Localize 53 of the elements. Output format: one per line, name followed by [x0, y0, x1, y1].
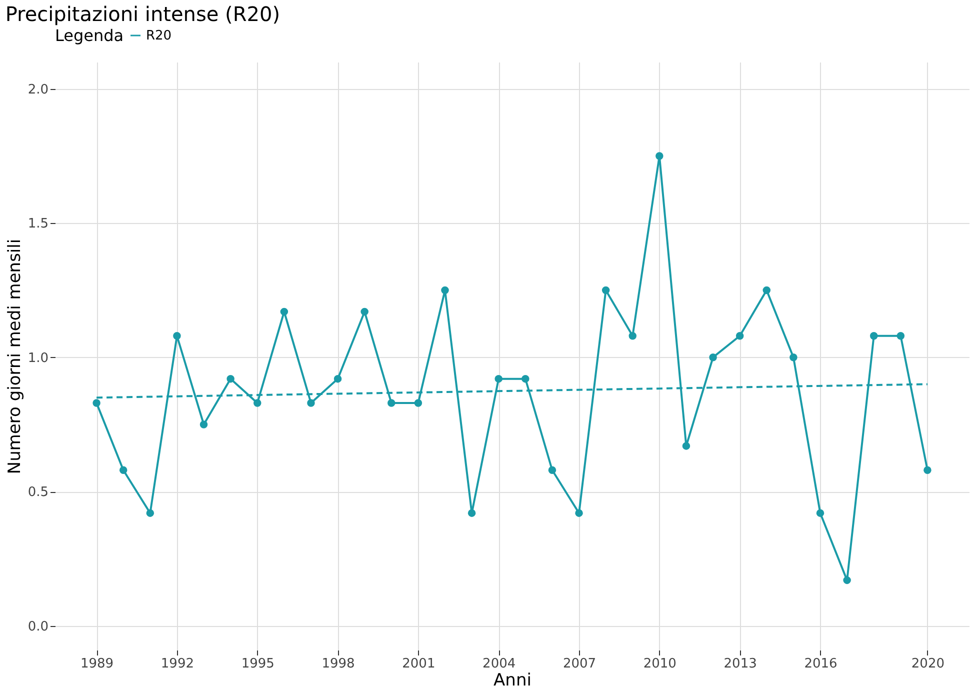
point — [307, 399, 315, 407]
x-tick-label: 1989 — [80, 656, 114, 672]
point — [736, 332, 744, 340]
point — [468, 509, 476, 517]
point — [200, 420, 208, 428]
point — [119, 466, 128, 474]
x-tick-label: 2010 — [643, 656, 676, 672]
x-tick-label: 2004 — [482, 656, 516, 672]
chart-title: Precipitazioni intense (R20) — [5, 2, 280, 26]
x-tick-label: 1995 — [241, 656, 274, 672]
point — [494, 374, 502, 383]
y-tick-label: 1.0 — [28, 350, 48, 366]
point — [360, 308, 368, 316]
x-axis-title: Anni — [494, 670, 532, 690]
point — [441, 286, 449, 294]
x-tick-label: 2001 — [402, 656, 436, 672]
point — [548, 466, 556, 474]
x-tick-label: 1992 — [160, 656, 194, 672]
point — [226, 374, 234, 383]
point — [762, 286, 771, 294]
point — [870, 332, 878, 340]
point — [602, 286, 610, 294]
x-tick-label: 2013 — [724, 656, 757, 672]
x-tick-label: 2020 — [911, 656, 944, 672]
point — [790, 353, 798, 362]
legend-label: R20 — [146, 28, 172, 44]
point — [414, 399, 422, 407]
point — [816, 509, 824, 517]
y-tick-label: 0.5 — [28, 485, 48, 500]
y-tick-label: 1.5 — [28, 216, 48, 232]
y-tick-label: 2.0 — [28, 82, 48, 98]
x-tick-label: 2007 — [562, 656, 596, 672]
point — [388, 399, 396, 407]
y-tick-label: 0.0 — [28, 619, 48, 634]
legend-title: Legenda — [55, 26, 124, 45]
point — [280, 308, 288, 316]
point — [924, 466, 932, 474]
point — [843, 576, 851, 584]
x-tick-label: 2016 — [804, 656, 838, 672]
point — [656, 152, 664, 160]
point — [575, 509, 583, 517]
point — [682, 442, 690, 450]
point — [253, 399, 262, 407]
x-tick-label: 1998 — [322, 656, 355, 672]
point — [173, 332, 181, 340]
point — [92, 399, 100, 407]
point — [709, 353, 717, 362]
point — [522, 374, 530, 383]
point — [628, 332, 636, 340]
y-axis-title: Numero giorni medi mensili — [4, 238, 25, 474]
point — [146, 509, 154, 517]
point — [334, 374, 342, 383]
point — [896, 332, 905, 340]
